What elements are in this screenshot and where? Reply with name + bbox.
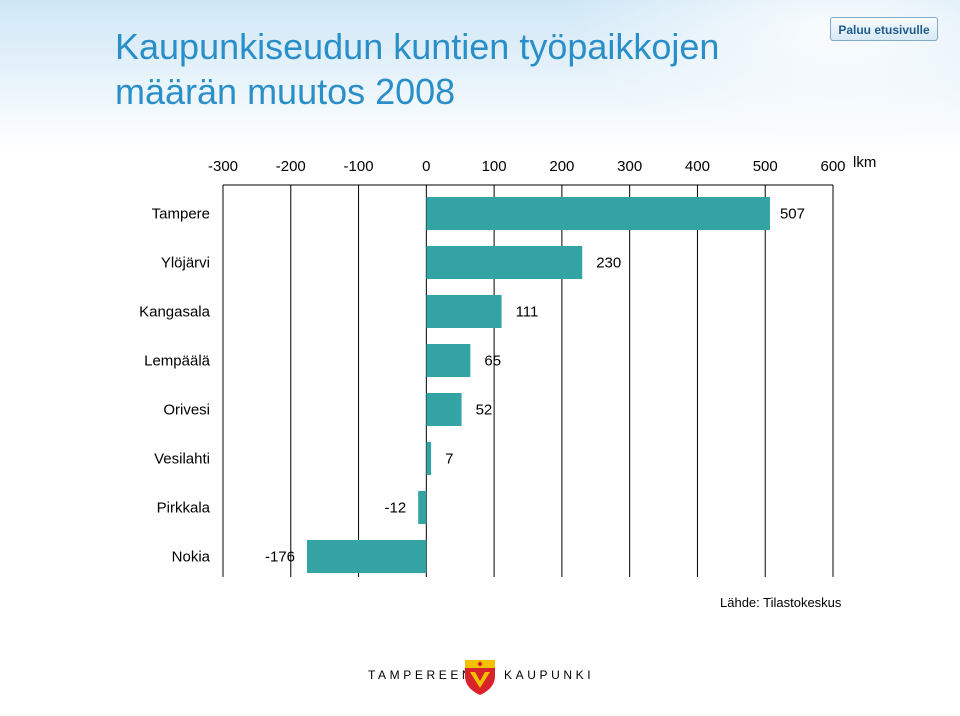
bar <box>426 197 770 230</box>
bar <box>426 393 462 426</box>
data-label: 111 <box>516 304 539 321</box>
x-tick-label: 400 <box>685 158 710 175</box>
data-label: 230 <box>596 255 621 272</box>
footer-right-text: KAUPUNKI <box>504 668 595 682</box>
page-title: Kaupunkiseudun kuntien työpaikkojen määr… <box>115 26 720 112</box>
footer-left-text: TAMPEREEN <box>368 668 475 682</box>
category-label: Kangasala <box>139 304 211 321</box>
x-tick-label: -300 <box>208 158 238 175</box>
bar <box>307 540 427 573</box>
x-tick-label: -100 <box>344 158 374 175</box>
x-tick-label: 600 <box>820 158 845 175</box>
x-tick-label: 300 <box>617 158 642 175</box>
category-label: Lempäälä <box>144 353 211 370</box>
bar <box>426 442 432 475</box>
data-label: 52 <box>476 402 493 419</box>
data-label: -176 <box>265 549 295 566</box>
bar <box>426 295 502 328</box>
x-tick-label: 200 <box>549 158 574 175</box>
bar <box>418 491 427 524</box>
x-tick-label: -200 <box>276 158 306 175</box>
data-label: 507 <box>780 206 805 223</box>
data-label: 7 <box>445 451 453 468</box>
home-button[interactable]: Paluu etusivulle <box>830 17 938 41</box>
category-label: Pirkkala <box>157 500 211 517</box>
category-label: Tampere <box>152 206 210 223</box>
x-tick-label: 100 <box>482 158 507 175</box>
source-note: Lähde: Tilastokeskus <box>720 595 842 610</box>
category-label: Ylöjärvi <box>161 255 210 272</box>
city-crest-icon <box>465 660 495 695</box>
bar <box>426 246 583 279</box>
x-tick-label: 500 <box>753 158 778 175</box>
data-label: -12 <box>385 500 407 517</box>
bar <box>426 344 471 377</box>
category-label: Vesilahti <box>154 451 210 468</box>
x-tick-label: 0 <box>422 158 430 175</box>
x-unit-label: lkm <box>853 154 876 171</box>
category-label: Orivesi <box>163 402 210 419</box>
footer: TAMPEREEN KAUPUNKI <box>0 658 960 698</box>
bar-chart: -300 -200 -100 0 100 200 300 400 500 600 lkm Tamper… <box>139 154 876 577</box>
data-label: 65 <box>484 353 501 370</box>
category-label: Nokia <box>172 549 211 566</box>
